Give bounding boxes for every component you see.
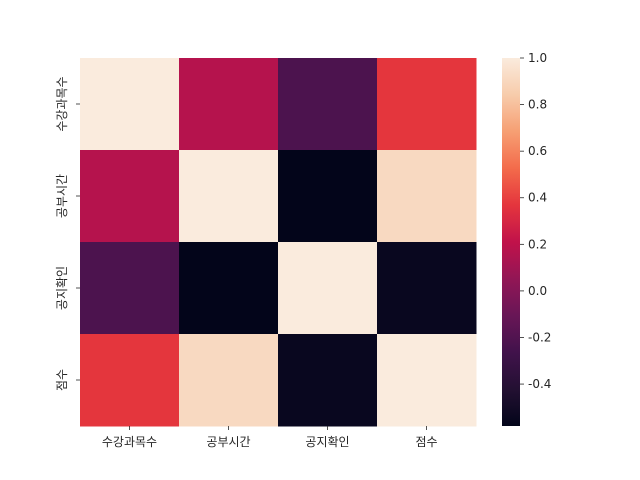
heatmap-cell bbox=[80, 334, 180, 427]
heatmap-cell bbox=[278, 334, 378, 427]
x-tick-label: 수강과목수 bbox=[102, 435, 157, 449]
y-tick-label: 공부시간 bbox=[55, 174, 69, 218]
colorbar-tick-label: 0.2 bbox=[528, 237, 547, 251]
colorbar-tick-label: 1.0 bbox=[528, 51, 547, 65]
heatmap-cell bbox=[179, 242, 279, 335]
colorbar bbox=[502, 58, 520, 426]
y-tick-label: 점수 bbox=[55, 369, 69, 391]
colorbar-tick-label: -0.4 bbox=[528, 377, 551, 391]
colorbar-axis: -0.4 -0.2 0.0 0.2 0.4 0.6 0.8 1.0 bbox=[520, 51, 551, 391]
heatmap-cells bbox=[80, 58, 477, 427]
heatmap-cell bbox=[179, 58, 279, 151]
colorbar-tick-label: -0.2 bbox=[528, 330, 551, 344]
colorbar-tick-label: 0.0 bbox=[528, 284, 547, 298]
heatmap-cell bbox=[80, 150, 180, 243]
colorbar-tick-label: 0.6 bbox=[528, 144, 547, 158]
y-tick-label: 공지확인 bbox=[55, 266, 69, 310]
x-axis: 수강과목수 공부시간 공지확인 점수 bbox=[102, 426, 438, 449]
heatmap-cell bbox=[80, 58, 180, 151]
colorbar-tick-label: 0.8 bbox=[528, 98, 547, 112]
heatmap-cell bbox=[179, 150, 279, 243]
heatmap-cell bbox=[377, 334, 477, 427]
heatmap-cell bbox=[278, 58, 378, 151]
heatmap-cell bbox=[278, 150, 378, 243]
x-tick-label: 공부시간 bbox=[206, 435, 250, 449]
heatmap-cell bbox=[80, 242, 180, 335]
heatmap-cell bbox=[377, 242, 477, 335]
x-tick-label: 점수 bbox=[415, 435, 437, 449]
heatmap-cell bbox=[377, 150, 477, 243]
heatmap-cell bbox=[278, 242, 378, 335]
x-tick-label: 공지확인 bbox=[305, 435, 349, 449]
heatmap-cell bbox=[377, 58, 477, 151]
colorbar-tick-label: 0.4 bbox=[528, 191, 547, 205]
heatmap-cell bbox=[179, 334, 279, 427]
y-tick-label: 수강과목수 bbox=[55, 76, 69, 131]
